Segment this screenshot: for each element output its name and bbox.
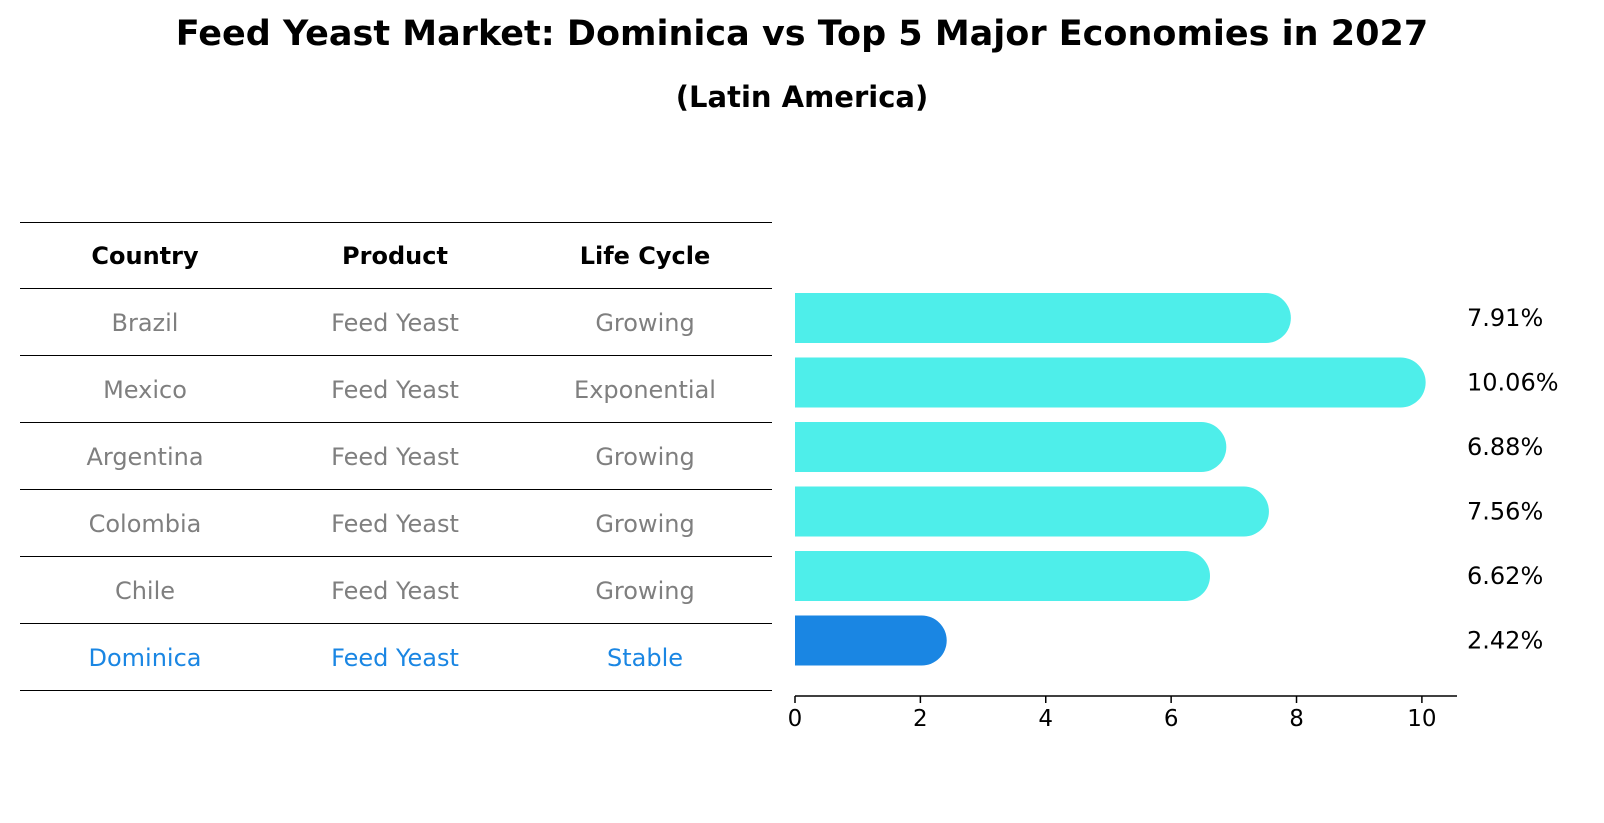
bar-argentina	[795, 422, 1227, 472]
table-header-row: Country Product Life Cycle	[20, 222, 772, 289]
bar-colombia	[795, 486, 1269, 537]
column-header-product: Product	[342, 241, 448, 270]
bar-chile	[795, 551, 1211, 601]
value-label: 2.42%	[1467, 627, 1543, 655]
product-cell: Feed Yeast	[331, 442, 459, 471]
value-label: 10.06%	[1467, 369, 1559, 397]
bar-mexico	[795, 357, 1426, 408]
life-cycle-cell: Exponential	[574, 375, 716, 404]
product-cell: Feed Yeast	[331, 509, 459, 538]
product-cell: Feed Yeast	[331, 308, 459, 337]
x-tick-label: 8	[1289, 706, 1304, 732]
x-tick-label: 6	[1164, 706, 1179, 732]
x-tick-label: 10	[1407, 706, 1436, 732]
country-cell: Brazil	[111, 308, 179, 337]
country-table: Country Product Life Cycle Brazil Feed Y…	[20, 222, 772, 691]
country-cell: Dominica	[88, 643, 202, 672]
life-cycle-cell: Growing	[595, 442, 695, 471]
chart-subtitle: (Latin America)	[675, 80, 929, 114]
life-cycle-cell: Growing	[595, 509, 695, 538]
column-header-country: Country	[91, 241, 199, 270]
table-row: Argentina Feed Yeast Growing	[20, 423, 772, 490]
x-tick-label: 0	[788, 706, 803, 732]
x-tick-label: 2	[913, 706, 928, 732]
column-header-life-cycle: Life Cycle	[579, 241, 711, 270]
product-cell: Feed Yeast	[331, 576, 459, 605]
bar-dominica	[795, 615, 947, 666]
country-cell: Argentina	[86, 442, 204, 471]
value-label: 7.91%	[1467, 304, 1543, 332]
product-cell: Feed Yeast	[331, 643, 459, 672]
table-row: Chile Feed Yeast Growing	[20, 557, 772, 624]
country-cell: Mexico	[103, 375, 187, 404]
life-cycle-cell: Stable	[606, 643, 684, 672]
table-row-highlighted: Dominica Feed Yeast Stable	[20, 624, 772, 691]
value-label: 7.56%	[1467, 498, 1543, 526]
country-cell: Colombia	[88, 509, 202, 538]
table-row: Colombia Feed Yeast Growing	[20, 490, 772, 557]
life-cycle-cell: Growing	[595, 576, 695, 605]
country-cell: Chile	[114, 576, 176, 605]
table-row: Brazil Feed Yeast Growing	[20, 289, 772, 356]
product-cell: Feed Yeast	[331, 375, 459, 404]
value-label: 6.88%	[1467, 433, 1543, 461]
table-row: Mexico Feed Yeast Exponential	[20, 356, 772, 423]
chart-title: Feed Yeast Market: Dominica vs Top 5 Maj…	[175, 14, 1429, 54]
x-tick-label: 4	[1038, 706, 1053, 732]
life-cycle-cell: Growing	[595, 308, 695, 337]
bar-brazil	[795, 293, 1291, 343]
value-label: 6.62%	[1467, 562, 1543, 590]
bar-chart: 7.91% 10.06% 6.88% 7.56% 6.62% 2.42% 0 2 4 6 8 10	[788, 293, 1559, 732]
